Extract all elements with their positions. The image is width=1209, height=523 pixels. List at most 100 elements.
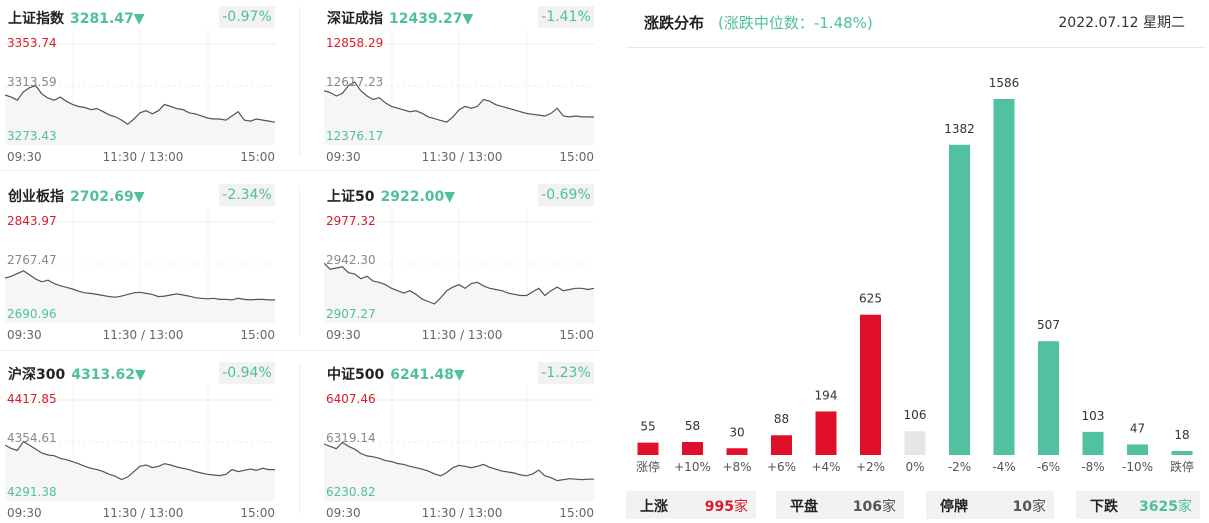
price-area	[324, 442, 594, 501]
divider	[0, 170, 598, 171]
bar-value-label: 88	[774, 412, 789, 426]
time-start-label: 09:30	[7, 150, 42, 164]
category-label: +10%	[674, 460, 711, 474]
price-area	[5, 441, 275, 501]
trade-date: 2022.07.12 星期二	[1058, 15, 1185, 31]
distribution-title: 涨跌分布	[644, 14, 705, 32]
price-area	[324, 82, 594, 145]
summary-value: 3625家	[1139, 499, 1192, 515]
index-header: 上证指数 3281.47▼ -0.97%	[5, 0, 275, 28]
bar	[949, 144, 970, 456]
summary-flat: 平盘 106家	[776, 491, 904, 519]
index-name: 沪深300 4313.62▼	[8, 367, 146, 383]
bar	[771, 435, 792, 455]
intraday-chart: 2843.97 2767.47 2690.96 09:30 11:30 / 13:00 1…	[5, 208, 275, 342]
category-label: +2%	[856, 460, 885, 474]
index-card-sse50[interactable]: 上证50 2922.00▼ -0.69% 2977.32 2942.30 2907.2…	[324, 178, 594, 346]
bar-value-label: 1382	[944, 122, 975, 136]
bar-value-label: 30	[729, 425, 744, 439]
bar	[1082, 431, 1104, 455]
axis-mid-label: 2767.47	[7, 253, 57, 267]
axis-high-label: 3353.74	[7, 36, 57, 50]
bar-value-label: 58	[685, 419, 700, 433]
price-area	[5, 270, 275, 323]
intraday-chart: 12858.29 12617.23 12376.17 09:30 11:30 / 13:…	[324, 30, 594, 164]
time-end-label: 15:00	[559, 506, 594, 520]
summary-value: 10家	[1012, 499, 1046, 515]
index-header: 中证500 6241.48▼ -1.23%	[324, 356, 594, 384]
summary-label: 停牌	[940, 499, 968, 515]
down-arrow-icon: ▼	[454, 367, 465, 383]
divider	[299, 6, 300, 156]
category-label: 跌停	[1170, 459, 1194, 474]
summary-label: 下跌	[1090, 499, 1118, 515]
bar-value-label: 103	[1082, 409, 1105, 423]
bar-value-label: 194	[815, 388, 838, 402]
intraday-chart: 4417.85 4354.61 4291.38 09:30 11:30 / 13:00 1…	[5, 386, 275, 520]
change-badge: -2.34%	[219, 184, 275, 206]
summary-suspended: 停牌 10家	[926, 491, 1054, 519]
divider	[626, 47, 1206, 48]
price-line	[324, 81, 594, 123]
bar-value-label: 47	[1130, 421, 1145, 435]
index-header: 创业板指 2702.69▼ -2.34%	[5, 178, 275, 206]
change-badge: -0.97%	[219, 6, 275, 28]
price-area	[324, 263, 594, 323]
time-start-label: 09:30	[326, 506, 361, 520]
index-card-chinext[interactable]: 创业板指 2702.69▼ -2.34% 2843.97 2767.47 2690.9…	[5, 178, 275, 346]
axis-mid-label: 3313.59	[7, 75, 57, 89]
index-name: 上证50 2922.00▼	[327, 189, 456, 205]
bar-value-label: 55	[640, 420, 655, 434]
bar-value-label: 1586	[989, 76, 1020, 90]
price-line	[5, 440, 275, 481]
index-card-shenzhen[interactable]: 深证成指 12439.27▼ -1.41% 12858.29 12617.23 123…	[324, 0, 594, 168]
time-end-label: 15:00	[240, 328, 275, 342]
bar	[993, 99, 1015, 455]
category-label: -8%	[1081, 460, 1104, 474]
change-badge: -0.94%	[219, 362, 275, 384]
index-header: 深证成指 12439.27▼ -1.41%	[324, 0, 594, 28]
time-mid-label: 11:30 / 13:00	[103, 328, 184, 342]
median-change: (涨跌中位数：-1.48%)	[718, 14, 873, 32]
axis-low-label: 4291.38	[7, 485, 57, 499]
bar-value-label: 106	[904, 408, 927, 422]
price-line	[5, 270, 275, 301]
category-label: -10%	[1122, 460, 1153, 474]
change-badge: -0.69%	[538, 184, 594, 206]
intraday-chart: 6407.46 6319.14 6230.82 09:30 11:30 / 13:00 1…	[324, 386, 594, 520]
index-price: 4313.62▼	[71, 367, 146, 383]
bar	[637, 442, 659, 455]
bar	[726, 448, 748, 455]
axis-high-label: 4417.85	[7, 392, 57, 406]
change-badge: -1.23%	[538, 362, 594, 384]
axis-high-label: 6407.46	[326, 392, 376, 406]
index-card-csi300[interactable]: 沪深300 4313.62▼ -0.94% 4417.85 4354.61 4291.…	[5, 356, 275, 523]
index-name: 中证500 6241.48▼	[327, 367, 465, 383]
summary-up: 上涨 995家	[626, 491, 756, 519]
price-area	[5, 85, 275, 145]
index-card-shanghai[interactable]: 上证指数 3281.47▼ -0.97% 3353.74 3313.59 3273.4…	[5, 0, 275, 168]
bar	[1038, 341, 1059, 455]
time-start-label: 09:30	[7, 328, 42, 342]
summary-value: 995家	[704, 499, 748, 515]
intraday-chart: 2977.32 2942.30 2907.27 09:30 11:30 / 13:00 1…	[324, 208, 594, 342]
divider	[0, 350, 598, 351]
price-line	[324, 441, 594, 482]
time-mid-label: 11:30 / 13:00	[103, 150, 184, 164]
index-price: 6241.48▼	[390, 367, 465, 383]
bar	[860, 314, 881, 455]
index-card-csi500[interactable]: 中证500 6241.48▼ -1.23% 6407.46 6319.14 6230.…	[324, 356, 594, 523]
down-arrow-icon: ▼	[135, 367, 146, 383]
time-end-label: 15:00	[559, 150, 594, 164]
distribution-bar-chart: 55 涨停 58 +10% 30 +8% 88 +6% 194 +4% 625 +2% 106 0% 138…	[636, 76, 1194, 474]
bar-value-label: 625	[859, 292, 882, 306]
down-arrow-icon: ▼	[462, 11, 474, 27]
index-name: 深证成指 12439.27▼	[327, 11, 474, 27]
index-price: 3281.47▼	[70, 11, 145, 27]
time-mid-label: 11:30 / 13:00	[422, 328, 503, 342]
axis-high-label: 2843.97	[7, 214, 57, 228]
bar	[904, 431, 926, 455]
axis-low-label: 3273.43	[7, 129, 57, 143]
down-arrow-icon: ▼	[444, 189, 456, 205]
